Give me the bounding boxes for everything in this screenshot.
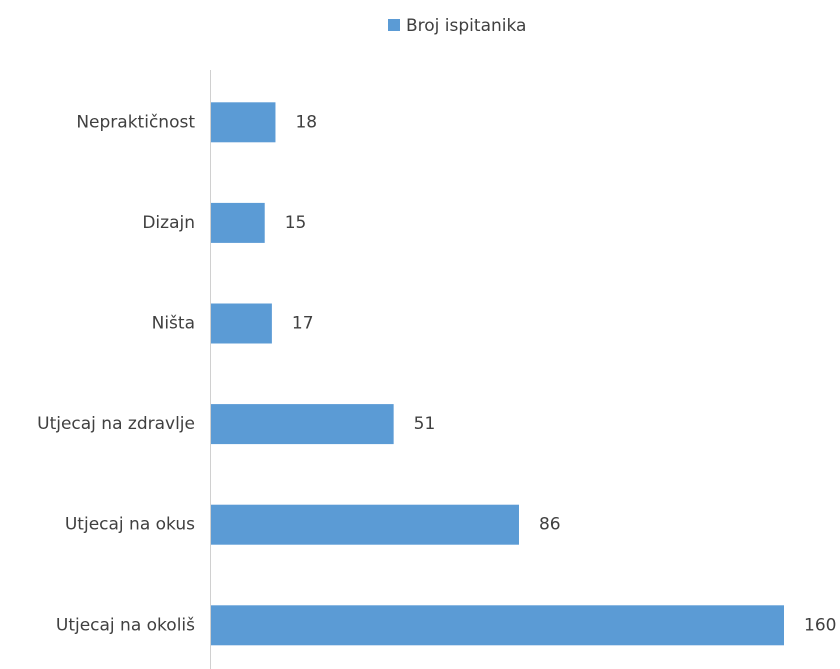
bar (211, 404, 394, 445)
category-label: Dizajn (142, 213, 195, 233)
category-label: Ništa (152, 314, 195, 334)
value-label: 15 (285, 213, 307, 233)
category-label: Nepraktičnost (76, 112, 195, 132)
value-label: 86 (539, 515, 561, 535)
category-label: Utjecaj na okoliš (56, 615, 195, 635)
value-label: 17 (292, 314, 314, 334)
bar (211, 102, 276, 143)
legend-swatch (388, 19, 400, 31)
legend-label: Broj ispitanika (406, 16, 526, 36)
value-label: 51 (414, 414, 436, 434)
value-label: 18 (295, 112, 317, 132)
value-label: 160 (804, 615, 836, 635)
bar (211, 303, 272, 344)
bar (211, 202, 265, 243)
category-label: Utjecaj na okus (65, 515, 195, 535)
bar (211, 605, 784, 646)
category-label: Utjecaj na zdravlje (37, 414, 195, 434)
bar (211, 504, 519, 545)
